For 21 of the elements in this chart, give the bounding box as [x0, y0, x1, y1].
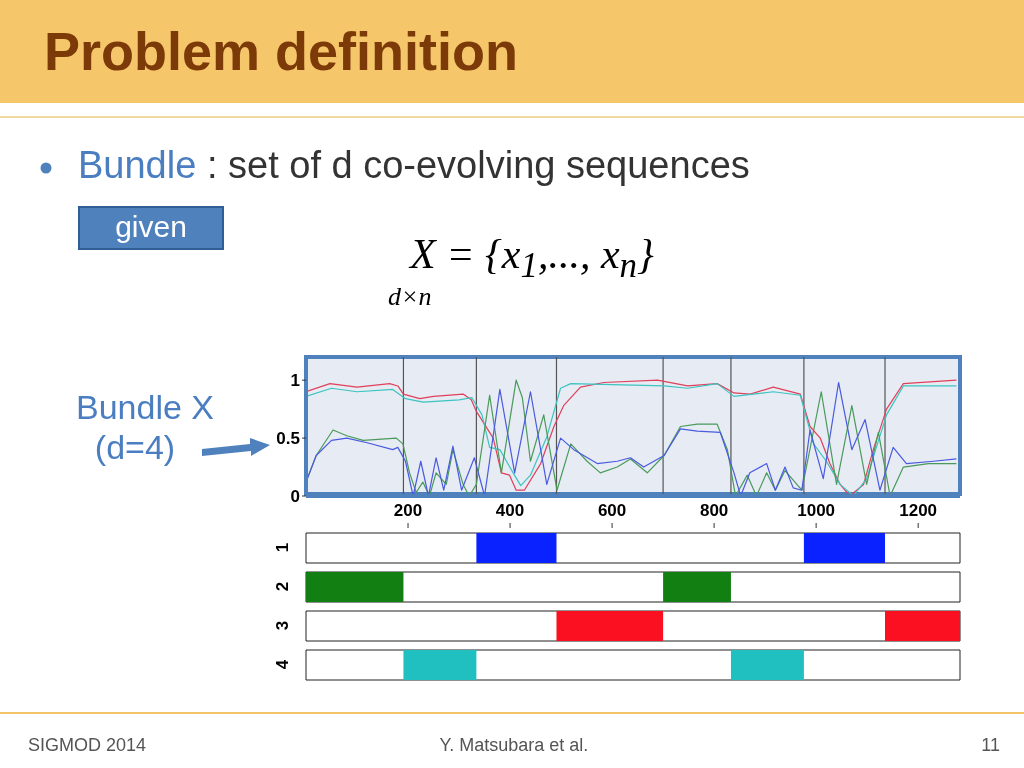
x-tick-label: 200: [393, 501, 423, 521]
y-tick-label: 3: [272, 620, 292, 631]
x-tick-label: 800: [699, 501, 729, 521]
text: given: [78, 206, 224, 250]
x-tick-label: 1200: [899, 501, 938, 521]
y-tick-label: 2: [272, 581, 292, 592]
text: Y. Matsubara et al.: [438, 735, 590, 756]
chart-title: Problem definition: [44, 20, 519, 82]
y-tick-label: 4: [272, 659, 292, 670]
y-tick-label: 0.5: [276, 429, 300, 449]
x-tick-label: 400: [495, 501, 525, 521]
x-tick-label: 1000: [797, 501, 836, 521]
y-tick-label: 1: [272, 542, 292, 553]
text: SIGMOD 2014: [28, 735, 147, 756]
text: Bundle : set of d co-evolving sequences: [78, 144, 750, 186]
x-tick-label: 600: [597, 501, 627, 521]
y-tick-label: 0: [290, 487, 300, 507]
text: (d=4): [93, 428, 177, 467]
y-tick-label: 1: [290, 371, 300, 391]
text: 11: [980, 735, 1000, 756]
text: Bundle X: [75, 388, 215, 427]
